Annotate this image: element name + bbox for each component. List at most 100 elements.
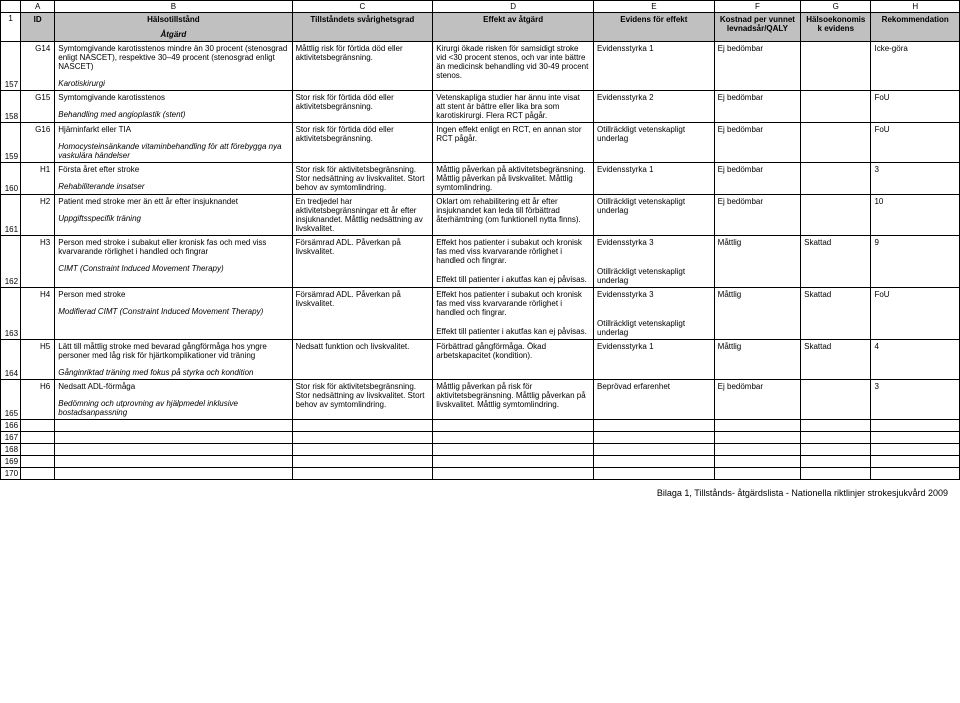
row-number: 163 [1,288,21,340]
empty-cell [433,420,594,432]
empty-cell [594,420,715,432]
empty-cell [714,444,800,456]
header-cell: Kostnad per vunnet levnadsår/QALY [714,13,800,42]
rec-cell: 9 [871,236,960,288]
empty-cell [801,456,871,468]
evidence-cell: Evidensstyrka 2 [594,91,715,123]
empty-cell [594,468,715,480]
empty-cell [55,432,292,444]
empty-cell [801,432,871,444]
id-cell: H1 [21,163,55,195]
empty-cell [55,444,292,456]
row-number: 170 [1,468,21,480]
header-cell: ID [21,13,55,42]
econ-cell [801,380,871,420]
condition-cell: Symtomgivande karotisstenosBehandling me… [55,91,292,123]
evidence-cell: Evidensstyrka 1 [594,42,715,91]
row-number: 161 [1,195,21,236]
econ-cell: Skattad [801,288,871,340]
evidence-cell: Evidensstyrka 3Otillräckligt vetenskapli… [594,288,715,340]
header-cell: Rekommendation [871,13,960,42]
effect-cell: Kirurgi ökade risken för samsidigt strok… [433,42,594,91]
rec-cell: 3 [871,163,960,195]
row-number: 159 [1,123,21,163]
rec-cell: 3 [871,380,960,420]
id-cell: H3 [21,236,55,288]
econ-cell [801,163,871,195]
econ-cell [801,123,871,163]
severity-cell: Stor risk för förtida död eller aktivite… [292,91,433,123]
empty-cell [21,444,55,456]
econ-cell: Skattad [801,236,871,288]
empty-cell [292,456,433,468]
header-cell: Hälsoekonomisk evidens [801,13,871,42]
column-letter: F [714,1,800,13]
effect-cell: Måttlig påverkan på aktivitetsbegränsnin… [433,163,594,195]
cost-cell: Ej bedömbar [714,91,800,123]
effect-cell: Oklart om rehabilitering ett år efter in… [433,195,594,236]
condition-cell: Person med stroke i subakut eller kronis… [55,236,292,288]
column-letter [1,1,21,13]
rec-cell: Icke-göra [871,42,960,91]
empty-cell [292,444,433,456]
empty-cell [594,432,715,444]
empty-cell [594,444,715,456]
empty-cell [433,456,594,468]
row-number: 158 [1,91,21,123]
column-letter: H [871,1,960,13]
severity-cell: En tredjedel har aktivitetsbegränsningar… [292,195,433,236]
spreadsheet-table: ABCDEFGH1IDHälsotillståndÅtgärdTillstånd… [0,0,960,480]
id-cell: H4 [21,288,55,340]
row-number: 164 [1,340,21,380]
empty-cell [714,468,800,480]
column-letter: G [801,1,871,13]
severity-cell: Stor risk för aktivitetsbegränsning. Sto… [292,380,433,420]
header-cell: Tillståndets svårighetsgrad [292,13,433,42]
empty-cell [871,420,960,432]
header-cell: Evidens för effekt [594,13,715,42]
empty-cell [594,456,715,468]
cost-cell: Ej bedömbar [714,380,800,420]
page-footer: Bilaga 1, Tillstånds- åtgärdslista - Nat… [0,480,960,502]
empty-cell [433,444,594,456]
cost-cell: Ej bedömbar [714,123,800,163]
severity-cell: Försämrad ADL. Påverkan på livskvalitet. [292,288,433,340]
empty-cell [292,432,433,444]
empty-cell [21,468,55,480]
column-letter: E [594,1,715,13]
row-number: 165 [1,380,21,420]
row-number: 167 [1,432,21,444]
empty-cell [714,456,800,468]
effect-cell: Måttlig påverkan på risk för aktivitetsb… [433,380,594,420]
severity-cell: Måttlig risk för förtida död eller aktiv… [292,42,433,91]
empty-cell [21,420,55,432]
empty-cell [801,444,871,456]
evidence-cell: Beprövad erfarenhet [594,380,715,420]
cost-cell: Ej bedömbar [714,42,800,91]
condition-cell: Första året efter strokeRehabiliterande … [55,163,292,195]
column-letter: B [55,1,292,13]
evidence-cell: Evidensstyrka 1 [594,163,715,195]
cost-cell: Måttlig [714,340,800,380]
effect-cell: Ingen effekt enligt en RCT, en annan sto… [433,123,594,163]
row-number: 169 [1,456,21,468]
header-cell: Effekt av åtgärd [433,13,594,42]
evidence-cell: Otillräckligt vetenskapligt underlag [594,123,715,163]
column-letter: D [433,1,594,13]
evidence-cell: Otillräckligt vetenskapligt underlag [594,195,715,236]
rec-cell: 4 [871,340,960,380]
cost-cell: Måttlig [714,288,800,340]
cost-cell: Ej bedömbar [714,163,800,195]
rec-cell: FoU [871,288,960,340]
id-cell: G15 [21,91,55,123]
rec-cell: 10 [871,195,960,236]
empty-cell [21,432,55,444]
empty-cell [871,456,960,468]
empty-cell [801,420,871,432]
empty-cell [55,468,292,480]
empty-cell [801,468,871,480]
empty-cell [871,468,960,480]
empty-cell [292,468,433,480]
empty-cell [21,456,55,468]
row-number: 1 [1,13,21,42]
